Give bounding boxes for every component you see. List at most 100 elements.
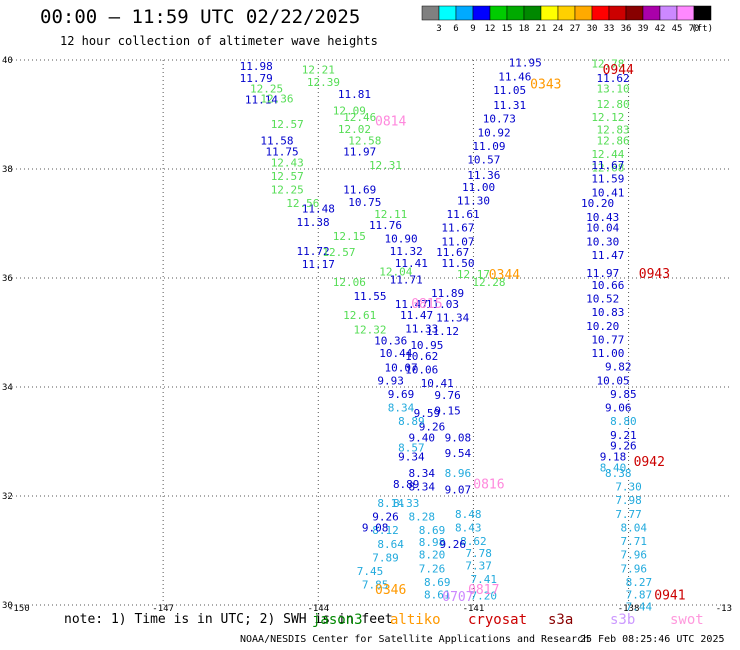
swh-value: 9.40 <box>408 432 435 445</box>
swh-value: 8.62 <box>460 535 487 548</box>
swh-value: 12.32 <box>353 324 386 337</box>
x-tick-label: -141 <box>463 604 485 614</box>
swh-value: 10.41 <box>591 186 624 199</box>
colorbar-label: 12 <box>485 24 496 34</box>
wave-height-plot: 40 38 36 34 32 30-150 -147 -144 -141 -138 -13 11.98… <box>2 56 732 614</box>
swh-value: 12.83 <box>596 124 629 137</box>
colorbar-label: 36 <box>621 24 632 34</box>
swh-value: 10.52 <box>586 293 619 306</box>
swh-value: 11.48 <box>302 203 335 216</box>
colorbar: 3 6 9 12 15 18 21 24 27 30 33 36 39 42 45 70(ft) <box>421 5 713 34</box>
swh-value: 12.25 <box>250 83 283 96</box>
swh-value: 11.05 <box>493 84 526 97</box>
swh-value: 12.58 <box>348 134 381 147</box>
x-tick-label: -138 <box>618 604 640 614</box>
swh-value: 12.12 <box>591 111 624 124</box>
swh-value: 12.46 <box>343 111 376 124</box>
swh-value: 11.30 <box>457 194 490 207</box>
swh-value: 11.41 <box>395 257 428 270</box>
swh-value: 8.28 <box>408 511 435 524</box>
swh-value: 11.00 <box>591 347 624 360</box>
swh-value: 12.28 <box>472 276 505 289</box>
x-tick-label: -150 <box>8 604 30 614</box>
swh-value: 7.96 <box>620 562 647 575</box>
colorbar-label: 27 <box>570 24 581 34</box>
pass-time-label: 0815 <box>411 297 442 312</box>
swh-value: 12.02 <box>338 123 371 136</box>
swh-value: 11.95 <box>509 57 542 70</box>
swh-value: 9.85 <box>610 388 637 401</box>
swh-value: 11.47 <box>395 298 428 311</box>
swh-value: 11.07 <box>441 235 474 248</box>
swh-value: 10.30 <box>586 235 619 248</box>
page-title: 00:00 – 11:59 UTC 02/22/2025 <box>40 6 361 28</box>
note-text: note: 1) Time is in UTC; 2) SWH is in fe… <box>64 612 393 627</box>
swh-value: 7.89 <box>372 551 399 564</box>
swh-value: 11.14 <box>245 94 278 107</box>
swh-value: 8.96 <box>445 467 472 480</box>
swh-value: 10.20 <box>586 320 619 333</box>
swh-value: 11.76 <box>369 219 402 232</box>
legend-altiko: altiko <box>390 612 441 628</box>
colorbar-label: 24 <box>553 24 564 34</box>
swh-value: 11.79 <box>240 72 273 85</box>
swh-value: 12.80 <box>596 98 629 111</box>
swh-value: 10.95 <box>410 339 443 352</box>
swh-value: 9.21 <box>610 429 637 442</box>
swh-value: 12.36 <box>260 93 293 106</box>
pass-time-label: 0344 <box>489 268 520 283</box>
swh-value: 12.56 <box>286 197 319 210</box>
swh-value: 7.44 <box>626 600 653 613</box>
swh-value: 12.61 <box>343 309 376 322</box>
swh-value: 8.69 <box>424 576 451 589</box>
swh-value: 12.04 <box>379 265 412 278</box>
swh-value: 11.47 <box>591 249 624 262</box>
pass-time-label: 0814 <box>375 114 406 129</box>
swh-value: 9.54 <box>445 447 472 460</box>
swh-value: 11.97 <box>586 267 619 280</box>
swh-value: 11.12 <box>426 325 459 338</box>
swh-value: 10.41 <box>421 377 454 390</box>
swh-value: 7.45 <box>357 565 384 578</box>
swh-value: 8.12 <box>372 524 399 537</box>
pass-time-label: 0943 <box>639 267 670 282</box>
colorbar-label: 6 <box>453 24 458 34</box>
swh-value: 7.98 <box>615 494 642 507</box>
swh-value: 9.26 <box>419 421 446 434</box>
swh-value: 12.57 <box>271 170 304 183</box>
swh-value: 12.15 <box>333 230 366 243</box>
swh-value: 13.10 <box>596 83 629 96</box>
colorbar-label: 42 <box>655 24 666 34</box>
swh-value: 10.04 <box>586 222 619 235</box>
y-tick-label: 40 <box>2 56 13 66</box>
pass-time-label: 0944 <box>603 63 634 78</box>
swh-value: 9.26 <box>439 538 466 551</box>
swh-value: 8.34 <box>408 481 435 494</box>
legend-s3a: s3a <box>548 612 574 628</box>
y-tick-label: 36 <box>2 274 13 284</box>
swh-value: 9.07 <box>445 483 472 496</box>
swh-value: 11.72 <box>297 245 330 258</box>
swh-value: 8.40 <box>600 461 627 474</box>
swh-value: 9.18 <box>600 451 627 464</box>
swh-value: 8.89 <box>398 415 425 428</box>
swh-value: 11.47 <box>400 309 433 322</box>
swh-value: 9.59 <box>414 407 441 420</box>
swh-value: 10.83 <box>591 306 624 319</box>
swh-value: 11.00 <box>462 181 495 194</box>
swh-value: 11.89 <box>431 287 464 300</box>
swh-value: 9.08 <box>362 521 389 534</box>
pass-time-label: 0817 <box>468 583 499 598</box>
swh-value: 8.61 <box>424 588 451 601</box>
swh-value: 9.82 <box>605 361 632 374</box>
colorbar-label: 15 <box>502 24 513 34</box>
swh-value: 12.57 <box>322 246 355 259</box>
swh-value: 12.25 <box>271 184 304 197</box>
swh-value: 8.33 <box>393 497 420 510</box>
swh-value: 8.14 <box>377 497 404 510</box>
pass-time-label: 0942 <box>634 455 665 470</box>
colorbar-label: 9 <box>470 24 475 34</box>
swh-value: 11.09 <box>472 140 505 153</box>
y-tick-label: 30 <box>2 601 13 611</box>
swh-value: 10.75 <box>348 196 381 209</box>
